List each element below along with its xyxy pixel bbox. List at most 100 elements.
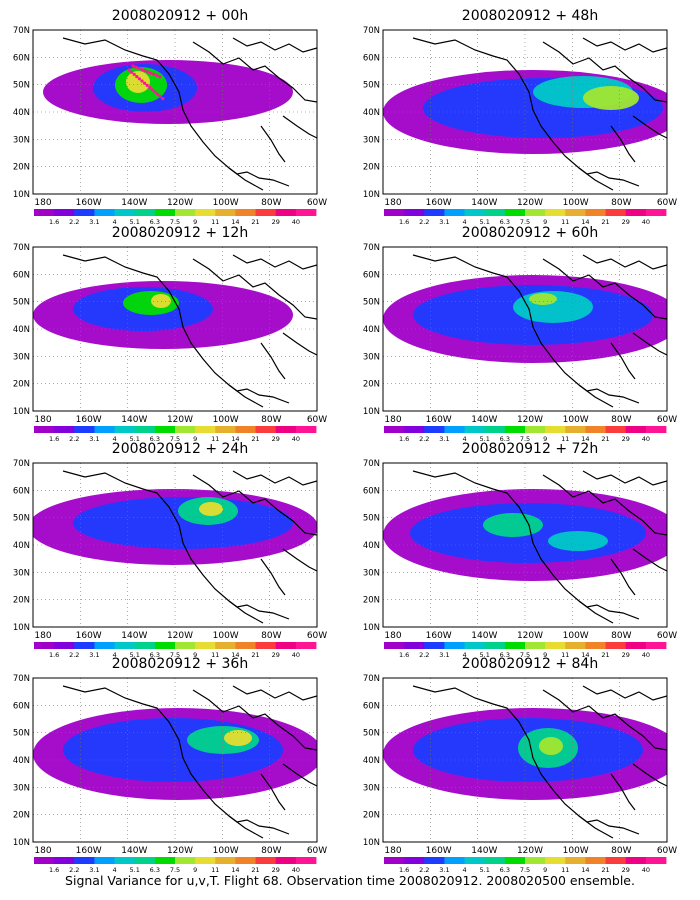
colorbar-swatch xyxy=(195,426,216,433)
coastline xyxy=(192,41,317,103)
panel-title: 2008020912 + 36h xyxy=(111,656,249,672)
coastline xyxy=(260,773,286,811)
colorbar-label: 1.6 xyxy=(49,218,59,226)
colorbar-label: 14 xyxy=(231,866,239,874)
colorbar-swatch xyxy=(54,209,75,216)
colorbar-label: 11 xyxy=(561,435,569,443)
colorbar-swatch xyxy=(235,426,256,433)
colorbar-label: 5.1 xyxy=(130,435,140,443)
map-frame xyxy=(382,246,668,412)
colorbar-label: 40 xyxy=(642,435,650,443)
longitude-label: 80W xyxy=(611,631,631,641)
colorbar-label: 2.2 xyxy=(69,866,79,874)
coastline xyxy=(62,37,264,191)
latitude-label: 30N xyxy=(363,568,380,578)
coastline xyxy=(232,37,317,53)
longitude-label: 160W xyxy=(76,198,102,208)
colorbar-swatch xyxy=(464,857,486,864)
variance-field xyxy=(33,30,317,194)
colorbar-swatch xyxy=(94,209,115,216)
flight-track-point xyxy=(161,97,165,101)
colorbar-swatch xyxy=(74,209,95,216)
colorbar-swatch xyxy=(255,426,277,433)
colorbar-label: 11 xyxy=(561,866,569,874)
flight-track-point xyxy=(131,64,135,68)
variance-map: 70N 60N 50N 40N 30N 20N 10N 180 160W 140W 120W 100W… xyxy=(13,26,327,226)
colorbar-swatch xyxy=(464,426,486,433)
colorbar-swatch xyxy=(34,642,55,649)
map-panel-00h: 2008020912 + 00h 70N 60N 50N 40N 30N 20N 10N 18… xyxy=(0,8,330,226)
variance-contour xyxy=(539,737,563,755)
coastline xyxy=(192,689,317,751)
colorbar-swatch xyxy=(645,426,667,433)
map-frame xyxy=(32,677,318,843)
colorbar-label: 4 xyxy=(463,218,467,226)
coastline xyxy=(582,254,667,270)
colorbar-label: 11 xyxy=(211,218,219,226)
colorbar-swatch xyxy=(424,642,445,649)
coastline xyxy=(610,773,636,811)
longitude-label: 60W xyxy=(657,846,677,856)
latitude-label: 30N xyxy=(363,783,380,793)
coastline xyxy=(610,342,636,380)
flight-track-point xyxy=(146,70,150,74)
map-border xyxy=(382,29,668,195)
colorbar-swatch xyxy=(404,642,425,649)
latitude-label: 70N xyxy=(13,459,30,469)
latitude-label: 70N xyxy=(13,26,30,36)
colorbar-label: 6.3 xyxy=(150,435,160,443)
flight-track-point xyxy=(137,66,141,70)
variance-field xyxy=(383,678,667,842)
colorbar-label: 11 xyxy=(561,651,569,659)
colorbar-label: 5.1 xyxy=(130,866,140,874)
colorbar-swatch xyxy=(215,642,236,649)
longitude-label: 180 xyxy=(34,415,51,425)
coastline xyxy=(260,342,286,380)
latitude-label: 30N xyxy=(13,783,30,793)
latitude-label: 10N xyxy=(363,623,380,633)
longitude-label: 180 xyxy=(34,846,51,856)
longitude-label: 180 xyxy=(384,198,401,208)
longitude-label: 60W xyxy=(307,198,327,208)
flight-track-point xyxy=(156,92,160,96)
flight-track-point xyxy=(127,68,131,72)
colorbar-label: 5.1 xyxy=(480,651,490,659)
colorbar-label: 11 xyxy=(211,435,219,443)
colorbar-label: 21 xyxy=(251,651,259,659)
longitude-label: 140W xyxy=(121,415,147,425)
longitude-label: 160W xyxy=(426,415,452,425)
colorbar-swatch xyxy=(175,209,196,216)
longitude-label: 180 xyxy=(34,198,51,208)
colorbar-label: 9 xyxy=(543,866,547,874)
colorbar-swatch xyxy=(54,642,75,649)
colorbar-swatch xyxy=(545,209,566,216)
colorbar-label: 1.6 xyxy=(399,218,409,226)
latitude-label: 60N xyxy=(13,53,30,63)
latitude-label: 60N xyxy=(13,486,30,496)
colorbar-swatch xyxy=(215,857,236,864)
colorbar-swatch xyxy=(384,857,405,864)
map-frame xyxy=(32,462,318,628)
longitude-label: 80W xyxy=(611,198,631,208)
colorbar-swatch xyxy=(585,209,606,216)
longitude-label: 80W xyxy=(261,846,281,856)
latitude-label: 10N xyxy=(363,407,380,417)
latitude-label: 20N xyxy=(13,596,30,606)
latitude-label: 60N xyxy=(13,270,30,280)
coastline xyxy=(282,548,317,572)
colorbar-swatch xyxy=(444,857,465,864)
colorbar-label: 4 xyxy=(113,218,117,226)
colorbar-swatch xyxy=(235,857,256,864)
colorbar-swatch xyxy=(175,426,196,433)
variance-field xyxy=(383,463,667,627)
colorbar-swatch xyxy=(275,209,297,216)
coastline xyxy=(582,685,667,701)
colorbar-swatch xyxy=(215,209,236,216)
colorbar-swatch xyxy=(504,642,526,649)
coastline xyxy=(578,600,640,620)
longitude-label: 140W xyxy=(471,631,497,641)
colorbar-label: 3.1 xyxy=(89,435,99,443)
coastline xyxy=(632,763,667,787)
colorbar-label: 1.6 xyxy=(399,435,409,443)
variance-contour xyxy=(151,294,171,308)
